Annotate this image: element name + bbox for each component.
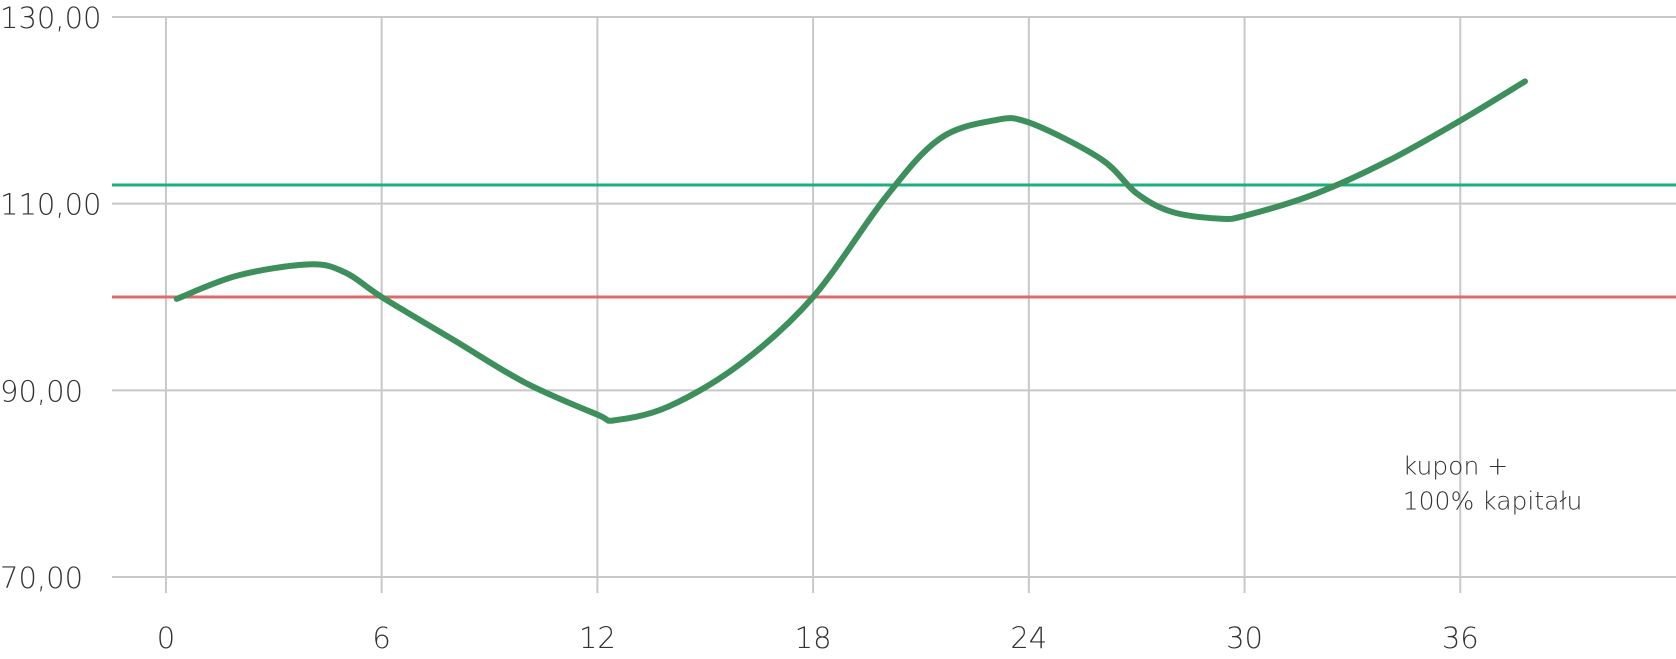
x-tick-label: 18 <box>795 621 832 655</box>
data-line <box>173 78 1528 424</box>
x-tick-label: 36 <box>1442 621 1479 655</box>
y-tick-label: 130,00 <box>0 1 101 35</box>
x-tick-label: 12 <box>579 621 616 655</box>
x-tick-label: 24 <box>1010 621 1047 655</box>
y-tick-label: 90,00 <box>0 374 83 408</box>
x-tick-label: 30 <box>1226 621 1263 655</box>
annotation: kupon + <box>1403 451 1508 480</box>
annotation: 100% kapitału <box>1403 486 1583 515</box>
y-tick-label: 110,00 <box>0 188 101 222</box>
y-tick-label: 70,00 <box>0 561 83 595</box>
x-tick-label: 6 <box>372 621 390 655</box>
x-tick-label: 0 <box>157 621 175 655</box>
